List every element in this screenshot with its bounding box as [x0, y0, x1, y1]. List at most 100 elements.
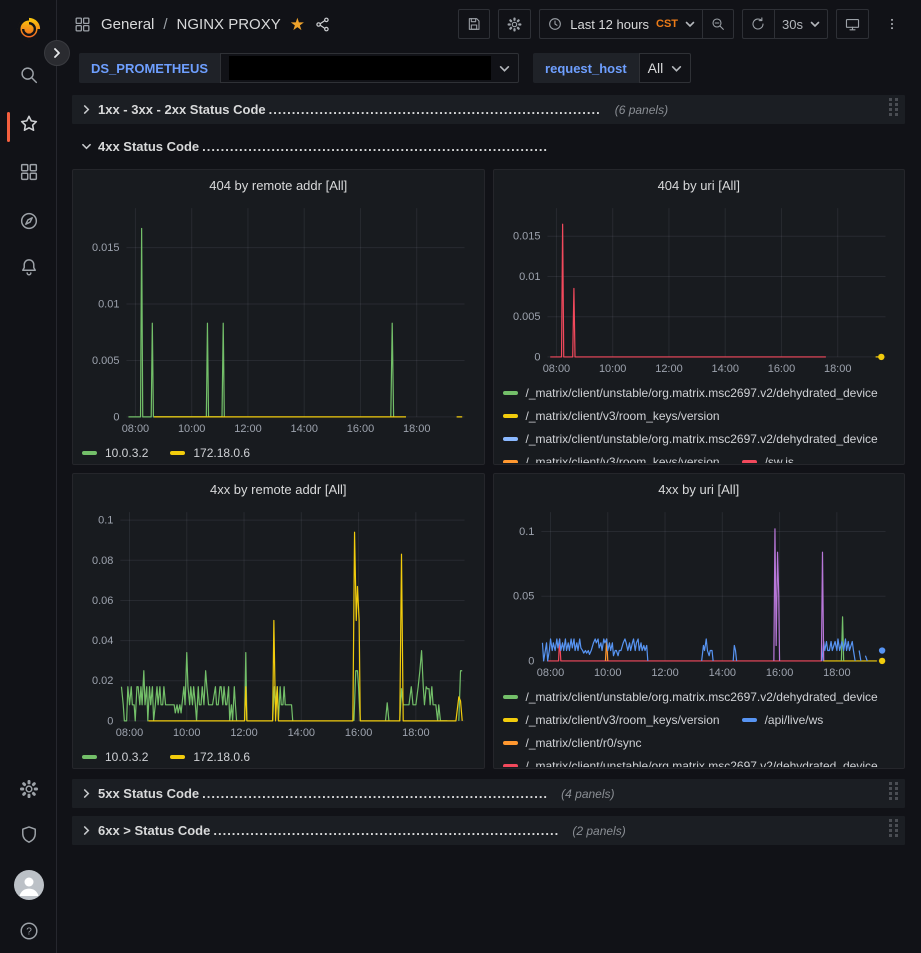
timezone-label: CST — [656, 18, 679, 30]
panel-grid: 404 by remote addr [All] 0 0.005 0.01 0.015… — [72, 169, 905, 769]
gear-icon — [507, 17, 522, 31]
sidebar-item-server-admin[interactable] — [0, 824, 57, 846]
sidebar-item-explore[interactable] — [0, 210, 57, 232]
row-drag-handle[interactable] — [888, 97, 899, 122]
legend-swatch — [170, 754, 186, 759]
refresh-interval-label: 30s — [782, 16, 803, 32]
request-host-picker[interactable]: All — [638, 53, 692, 83]
request-host-value: All — [647, 60, 664, 76]
legend-item[interactable]: /sw.js — [741, 455, 794, 463]
legend-swatch — [502, 390, 518, 395]
kebab-menu-icon — [891, 18, 893, 30]
sidebar-item-help[interactable]: ? — [0, 920, 57, 942]
legend-item[interactable]: 10.0.3.2 — [82, 750, 148, 764]
svg-text:10:00: 10:00 — [598, 363, 625, 375]
legend-row: /_matrix/client/unstable/org.matrix.msc2… — [502, 754, 896, 768]
legend-item[interactable]: /_matrix/client/unstable/org.matrix.msc2… — [502, 689, 878, 704]
panel-title[interactable]: 404 by remote addr [All] — [209, 178, 348, 193]
timeseries-chart[interactable]: 0 0.05 0.1 08:00 10:00 12:00 14:00 16:00 18:00 — [503, 502, 896, 682]
zoom-out-icon — [712, 18, 724, 30]
chevron-down-icon — [78, 142, 94, 151]
share-icon[interactable] — [314, 16, 331, 33]
chevron-right-icon — [78, 789, 94, 798]
grafana-logo[interactable] — [0, 15, 57, 43]
sidebar-item-profile[interactable] — [0, 870, 57, 900]
legend-item[interactable]: 172.18.0.6 — [170, 446, 250, 460]
svg-text:18:00: 18:00 — [823, 363, 850, 375]
panel-title[interactable]: 4xx by uri [All] — [658, 482, 740, 497]
row-1xx-3xx-2xx-status-code[interactable]: 1xx - 3xx - 2xx Status Code ............… — [72, 95, 905, 124]
svg-text:08:00: 08:00 — [542, 363, 569, 375]
legend-item[interactable]: 10.0.3.2 — [82, 446, 148, 460]
time-range-label: Last 12 hours — [570, 16, 650, 32]
svg-text:0: 0 — [113, 411, 119, 423]
refresh-interval-picker[interactable]: 30s — [774, 9, 828, 39]
legend-label: /_matrix/client/unstable/org.matrix.msc2… — [525, 689, 878, 704]
panel-404-by-remote-addr: 404 by remote addr [All] 0 0.005 0.01 0.015… — [72, 169, 485, 465]
datasource-picker[interactable] — [220, 53, 520, 83]
panel-4xx-by-remote-addr: 4xx by remote addr [All] 0 0.02 0.04 0.06 0.… — [72, 473, 485, 769]
breadcrumb-separator: / — [163, 15, 168, 33]
row-panel-count: (4 panels) — [561, 786, 615, 801]
shield-icon — [21, 826, 36, 843]
svg-text:0.06: 0.06 — [92, 595, 113, 607]
legend-item[interactable]: /_matrix/client/unstable/org.matrix.msc2… — [502, 758, 878, 768]
row-title: 5xx Status Code — [98, 786, 200, 801]
row-drag-handle[interactable] — [888, 781, 899, 806]
svg-text:0.01: 0.01 — [519, 271, 540, 283]
row-title: 4xx Status Code — [98, 139, 200, 154]
timeseries-chart[interactable]: 0 0.005 0.01 0.015 08:00 10:00 12:00 14:00 16:00… — [82, 198, 475, 438]
timeseries-chart[interactable]: 0 0.005 0.01 0.015 08:00 10:00 12:00 14:00 16:00… — [503, 198, 896, 378]
sidebar-item-search[interactable] — [0, 64, 57, 86]
favorite-star-icon[interactable]: ★ — [289, 14, 305, 34]
legend-item[interactable]: /_matrix/client/v3/room_keys/version — [502, 408, 720, 423]
sidebar-active-indicator — [7, 112, 10, 142]
legend-item[interactable]: /_matrix/client/v3/room_keys/version — [502, 455, 720, 463]
legend-item[interactable]: 172.18.0.6 — [170, 750, 250, 764]
bell-icon — [21, 259, 36, 276]
variable-request-host: request_host All — [533, 53, 692, 83]
zoom-out-time-range-button[interactable] — [702, 9, 735, 39]
legend-label: /_matrix/client/unstable/org.matrix.msc2… — [525, 758, 878, 768]
svg-text:0.1: 0.1 — [98, 515, 113, 527]
sidebar-item-starred[interactable] — [0, 113, 57, 135]
sidebar-item-alerting[interactable] — [0, 256, 57, 278]
legend-row: 10.0.3.2 172.18.0.6 — [82, 441, 475, 464]
legend-item[interactable]: /_matrix/client/unstable/org.matrix.msc2… — [502, 386, 878, 400]
row-5xx-status-code[interactable]: 5xx Status Code ........................… — [72, 779, 905, 808]
apps-grid-icon[interactable] — [73, 15, 92, 34]
breadcrumb-folder[interactable]: General — [101, 15, 155, 33]
legend-item[interactable]: /_matrix/client/v3/room_keys/version — [502, 713, 720, 727]
time-range-picker[interactable]: Last 12 hours CST — [539, 9, 703, 39]
sidebar-item-dashboards[interactable] — [0, 161, 57, 183]
more-options-button[interactable] — [877, 9, 909, 39]
svg-text:10:00: 10:00 — [594, 667, 621, 679]
svg-text:0.015: 0.015 — [92, 242, 119, 254]
legend-label: /_matrix/client/v3/room_keys/version — [525, 408, 720, 423]
legend-label: 172.18.0.6 — [193, 749, 251, 764]
legend-label: /_matrix/client/unstable/org.matrix.msc2… — [525, 431, 878, 446]
legend-item[interactable]: /_matrix/client/unstable/org.matrix.msc2… — [502, 431, 878, 446]
chevron-right-icon — [78, 105, 94, 114]
tv-mode-button[interactable] — [836, 9, 869, 39]
save-dashboard-button[interactable] — [458, 9, 491, 39]
save-icon — [469, 18, 480, 30]
sidebar-expand-button[interactable] — [44, 40, 70, 66]
row-6xx-status-code[interactable]: 6xx > Status Code ......................… — [72, 816, 905, 845]
breadcrumb: General / NGINX PROXY ★ — [73, 15, 331, 34]
panel-legend: /_matrix/client/unstable/org.matrix.msc2… — [502, 378, 896, 463]
panel-title[interactable]: 4xx by remote addr [All] — [209, 482, 347, 497]
refresh-dashboard-button[interactable] — [742, 9, 775, 39]
timeseries-chart[interactable]: 0 0.02 0.04 0.06 0.08 0.1 08:00 10:00 12:00 14:00… — [82, 502, 475, 742]
legend-swatch — [502, 694, 518, 699]
row-4xx-status-code[interactable]: 4xx Status Code ........................… — [72, 132, 905, 161]
dashboard-settings-button[interactable] — [498, 9, 532, 39]
legend-item[interactable]: /api/live/ws — [741, 713, 823, 727]
panel-title[interactable]: 404 by uri [All] — [657, 178, 740, 193]
breadcrumb-dashboard-title[interactable]: NGINX PROXY — [176, 15, 281, 33]
legend-item[interactable]: /_matrix/client/r0/sync — [502, 736, 642, 750]
search-icon — [20, 67, 37, 84]
svg-text:0: 0 — [534, 351, 540, 363]
sidebar-item-configuration[interactable] — [0, 778, 57, 800]
row-drag-handle[interactable] — [888, 818, 899, 843]
